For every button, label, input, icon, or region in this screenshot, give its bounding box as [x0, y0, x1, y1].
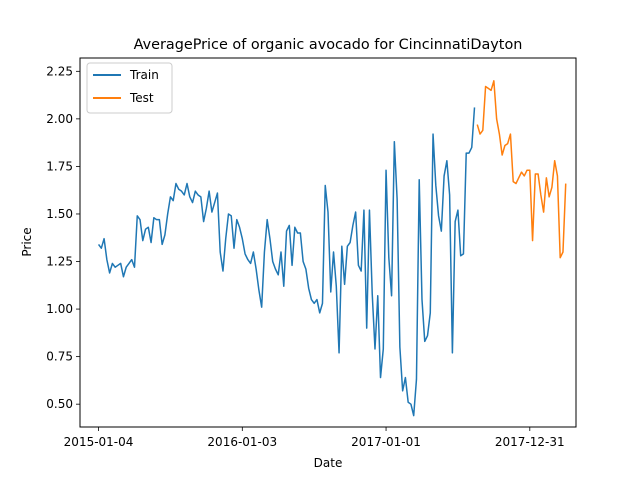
y-tick-label: 1.00	[46, 302, 73, 316]
axes-frame	[79, 57, 577, 428]
y-tick-label: 0.75	[46, 350, 73, 364]
y-tick-label: 1.50	[46, 207, 73, 221]
y-axis-title: Price	[20, 227, 34, 256]
legend-label-train: Train	[129, 68, 159, 82]
y-tick-label: 1.25	[46, 255, 73, 269]
x-tick-label: 2017-12-31	[495, 435, 565, 449]
x-tick-label: 2017-01-01	[351, 435, 421, 449]
y-axis: 0.50 0.75 1.00 1.25 1.50 1.75 2.00 2.25	[46, 64, 80, 411]
chart-title: AveragePrice of organic avocado for Cinc…	[134, 37, 523, 53]
y-tick-label: 0.50	[46, 397, 73, 411]
series-line-test	[476, 80, 567, 259]
x-tick-label: 2015-01-04	[64, 435, 134, 449]
y-tick-label: 1.75	[46, 159, 73, 173]
legend: Train Test	[86, 62, 173, 114]
legend-label-test: Test	[129, 91, 154, 105]
series-layer	[97, 80, 567, 417]
x-axis-title: Date	[314, 456, 343, 470]
x-axis: 2015-01-04 2016-01-03 2017-01-01 2017-12-31	[64, 427, 565, 449]
series-line-train	[97, 107, 476, 417]
y-tick-label: 2.00	[46, 112, 73, 126]
y-tick-label: 2.25	[46, 64, 73, 78]
x-tick-label: 2016-01-03	[207, 435, 277, 449]
